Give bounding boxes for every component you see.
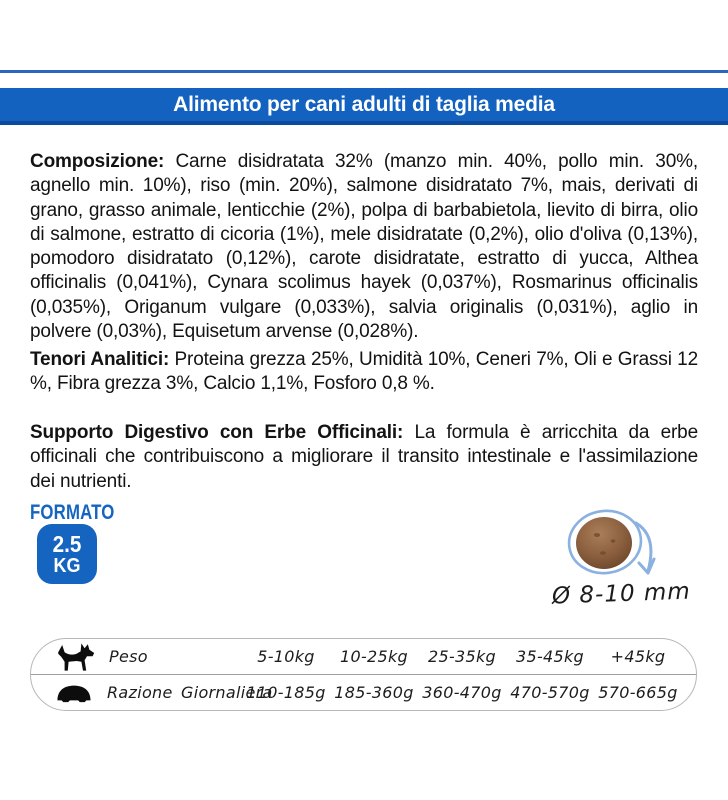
kibble-diameter-label: Ø 8-10 mm	[551, 578, 692, 610]
supporto-digestivo-paragraph: Supporto Digestivo con Erbe Officinali: …	[30, 421, 698, 494]
bowl-icon	[57, 685, 91, 702]
kibble-ball	[576, 517, 632, 569]
formato-label: FORMATO	[30, 501, 115, 524]
tenori-analitici-label: Tenori Analitici:	[30, 349, 170, 370]
feeding-table: Peso 5-10kg 10-25kg 25-35kg 35-45kg +45k…	[30, 638, 697, 711]
tenori-analitici-text: Proteina grezza 25%, Umidità 10%, Ceneri…	[30, 349, 698, 395]
product-banner: Alimento per cani adulti di taglia media	[0, 88, 728, 125]
arrow-down-icon	[634, 521, 653, 573]
razione-label-cell: Razione Giornaliera	[31, 683, 272, 703]
size-badge-unit: KG	[53, 554, 81, 577]
peso-label: Peso	[109, 647, 148, 666]
feeding-table-divider	[31, 673, 696, 676]
razione-value: 360-470g	[422, 683, 502, 702]
supporto-digestivo-text: La formula è arricchita da erbe officina…	[30, 422, 698, 492]
composizione-text: Carne disidratata 32% (manzo min. 40%, p…	[30, 151, 698, 343]
composizione-paragraph: Composizione: Carne disidratata 32% (man…	[30, 150, 698, 344]
supporto-digestivo-label: Supporto Digestivo con Erbe Officinali:	[30, 422, 404, 443]
peso-value: 25-35kg	[427, 647, 496, 666]
razione-label: Razione Giornaliera	[107, 683, 273, 702]
peso-label-cell: Peso	[31, 641, 242, 673]
size-badge: 2.5 KG	[37, 524, 97, 584]
dog-icon	[58, 642, 95, 671]
razione-value: 570-665g	[598, 683, 678, 702]
banner-title: Alimento per cani adulti di taglia media	[173, 92, 555, 116]
peso-value: 5-10kg	[257, 647, 315, 666]
kibble-illustration	[567, 509, 656, 575]
composizione-label: Composizione:	[30, 151, 165, 172]
hand-drawn-circle	[567, 509, 643, 575]
top-divider-line	[0, 70, 728, 73]
peso-value: +45kg	[610, 647, 666, 666]
feeding-row-razione: Razione Giornaliera 110-185g 185-360g 36…	[31, 675, 696, 710]
peso-value: 35-45kg	[515, 647, 584, 666]
feeding-row-peso: Peso 5-10kg 10-25kg 25-35kg 35-45kg +45k…	[31, 639, 696, 674]
size-badge-value: 2.5	[52, 530, 82, 557]
tenori-analitici-paragraph: Tenori Analitici: Proteina grezza 25%, U…	[30, 348, 698, 397]
razione-value: 185-360g	[334, 683, 414, 702]
razione-value: 110-185g	[246, 683, 326, 702]
peso-value: 10-25kg	[339, 647, 408, 666]
razione-value: 470-570g	[510, 683, 590, 702]
